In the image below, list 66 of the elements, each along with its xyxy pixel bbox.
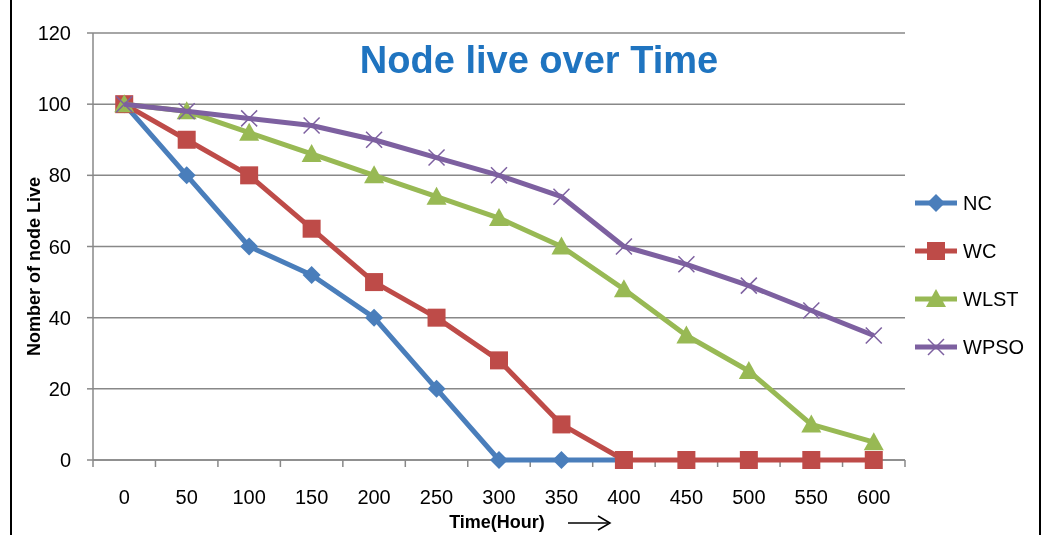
point	[364, 165, 385, 184]
y-axis-title: Nomber of node Live	[24, 176, 44, 357]
legend-label: WPSO	[963, 336, 1025, 358]
point	[365, 273, 384, 292]
point	[427, 379, 446, 398]
point	[551, 236, 572, 255]
point	[177, 130, 196, 149]
point	[302, 219, 321, 238]
point	[489, 208, 509, 227]
x-tick-label: 200	[357, 486, 391, 508]
x-tick-label: 450	[669, 486, 704, 508]
y-tick-label: 80	[48, 164, 71, 187]
x-tick-label: 50	[175, 486, 198, 508]
legend-label: WC	[963, 240, 997, 262]
x-tick-label: 400	[607, 486, 641, 508]
legend-label: NC	[963, 192, 992, 214]
point	[365, 131, 383, 149]
x-tick-label: 250	[419, 486, 454, 508]
y-tick-label: 60	[48, 235, 71, 258]
point	[240, 166, 259, 185]
point	[864, 451, 883, 469]
point	[239, 122, 260, 141]
point	[490, 451, 508, 469]
point	[739, 451, 758, 469]
y-tick-label: 20	[48, 377, 71, 400]
point	[426, 186, 447, 205]
point	[738, 361, 759, 380]
x-tick-label: 350	[544, 486, 579, 508]
point	[552, 451, 571, 469]
y-tick-label: 0	[59, 449, 71, 471]
point	[677, 255, 696, 274]
x-tick-label: 150	[294, 486, 329, 508]
x-tick-label: 550	[794, 486, 828, 508]
point	[802, 451, 821, 469]
point	[740, 276, 758, 295]
point	[177, 166, 196, 185]
point	[865, 326, 883, 345]
x-tick-label: 600	[857, 486, 891, 508]
point	[863, 432, 884, 451]
y-tick-label: 100	[37, 93, 71, 116]
point	[365, 308, 384, 327]
point	[302, 265, 321, 284]
x-tick-label: 0	[118, 486, 130, 508]
y-tick-label: 40	[48, 306, 71, 329]
y-tick-label: 120	[37, 22, 71, 44]
point	[801, 414, 822, 433]
point	[613, 279, 634, 298]
point	[490, 351, 508, 370]
legend-label: WLST	[963, 288, 1019, 310]
point	[677, 451, 696, 469]
x-tick-label: 500	[732, 486, 766, 508]
point	[427, 308, 446, 327]
point	[802, 301, 821, 320]
point	[301, 143, 322, 162]
point	[240, 109, 258, 128]
x-tick-label: 300	[482, 486, 516, 508]
chart-title: Node live over Time	[359, 39, 719, 81]
x-tick-label: 100	[232, 486, 266, 508]
point	[427, 148, 446, 167]
point	[240, 237, 259, 256]
point	[615, 237, 633, 256]
x-axis-title: Time(Hour)	[449, 512, 545, 532]
point	[302, 116, 321, 135]
point	[676, 325, 697, 344]
point	[552, 415, 571, 434]
point	[490, 166, 508, 185]
